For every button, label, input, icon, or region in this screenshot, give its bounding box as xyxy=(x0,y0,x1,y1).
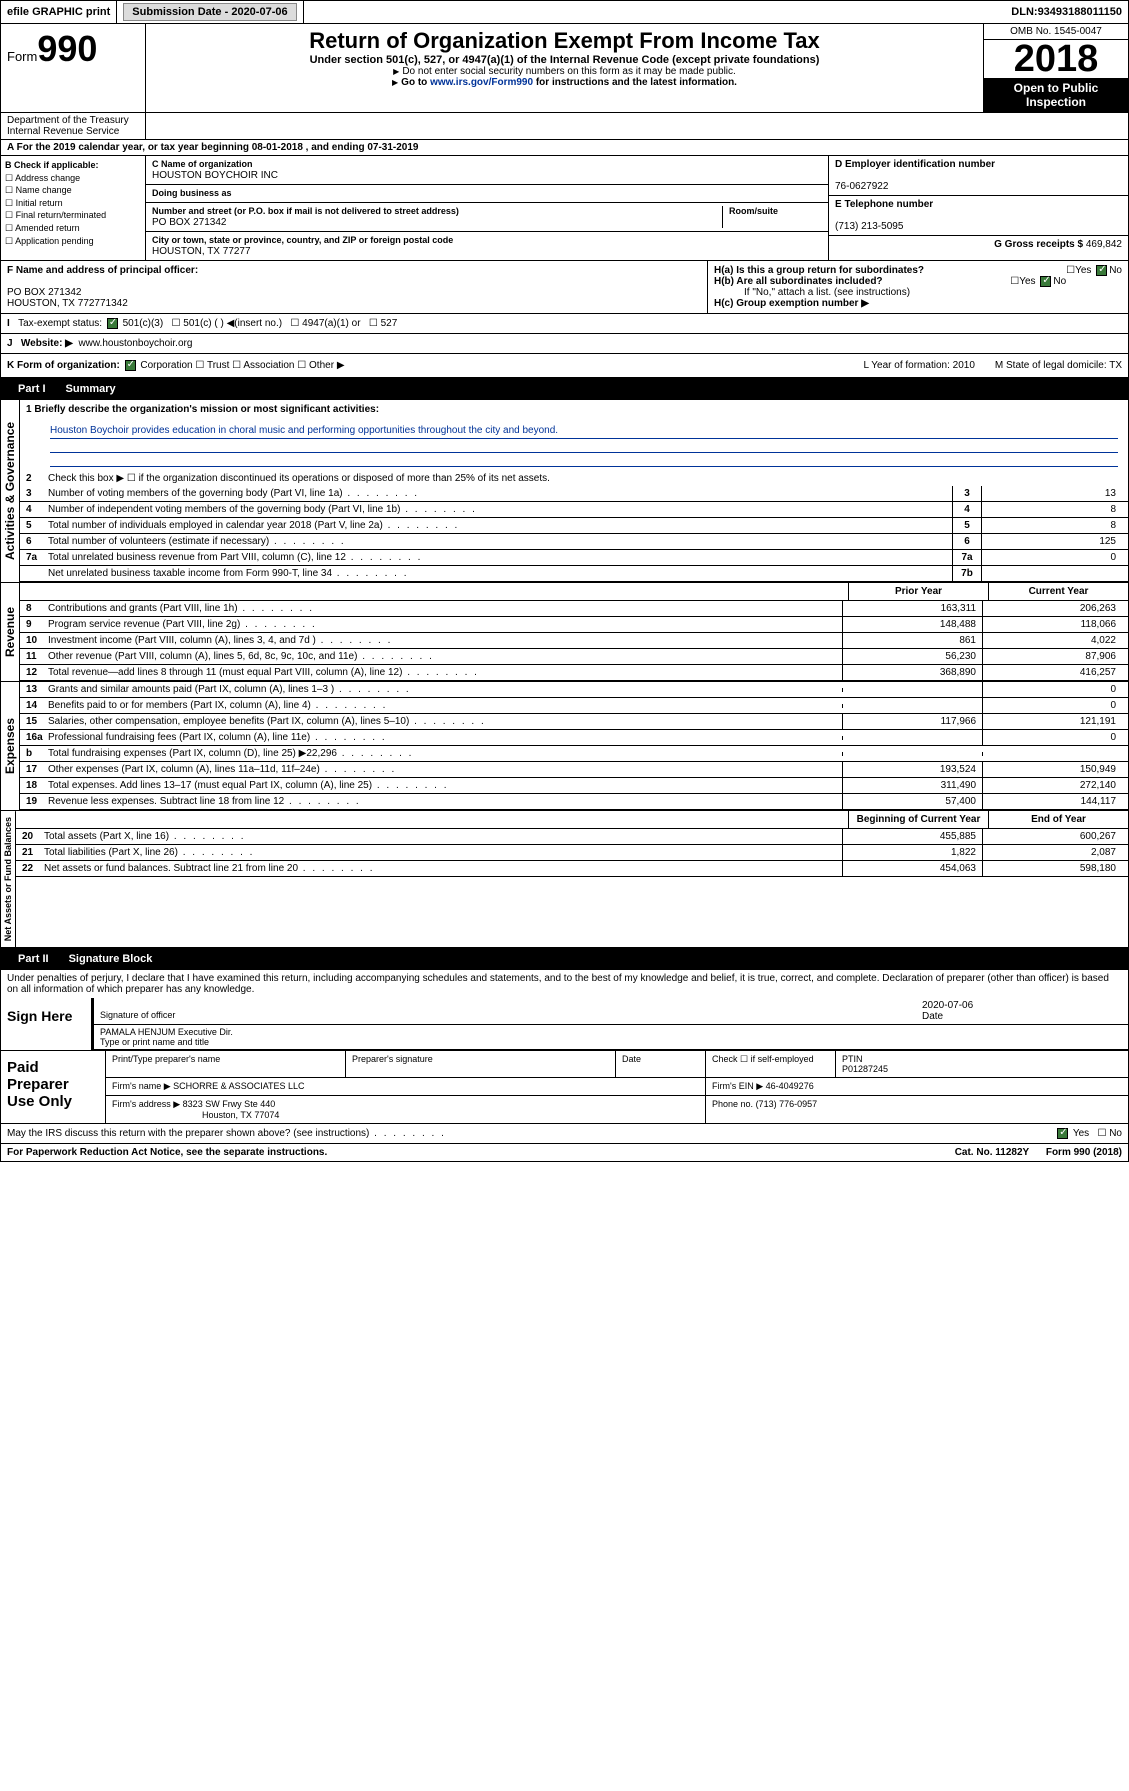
subtitle: Under section 501(c), 527, or 4947(a)(1)… xyxy=(150,54,979,66)
section-k: K Form of organization: Corporation ☐ Tr… xyxy=(0,354,1129,378)
mission: Houston Boychoir provides education in c… xyxy=(20,419,1128,471)
note-goto: Go to www.irs.gov/Form990 for instructio… xyxy=(150,77,979,88)
open-inspection: Open to Public Inspection xyxy=(984,78,1128,112)
note-ssn: Do not enter social security numbers on … xyxy=(150,66,979,77)
submission-date: Submission Date - 2020-07-06 xyxy=(117,1,303,23)
section-j: J Website: ▶ www.houstonboychoir.org xyxy=(0,334,1129,354)
b-right: D Employer identification number76-06279… xyxy=(828,156,1128,260)
part1-body: Activities & Governance 1 Briefly descri… xyxy=(0,400,1129,583)
part1-netassets: Net Assets or Fund Balances Beginning of… xyxy=(0,811,1129,948)
footer: For Paperwork Reduction Act Notice, see … xyxy=(0,1144,1129,1162)
form-number: Form990 xyxy=(1,24,146,112)
dln: DLN: 93493188011150 xyxy=(1005,1,1128,23)
discuss-line: May the IRS discuss this return with the… xyxy=(1,1123,1128,1143)
state-domicile: M State of legal domicile: TX xyxy=(995,360,1122,371)
penalty-text: Under penalties of perjury, I declare th… xyxy=(1,970,1128,998)
title-block: Return of Organization Exempt From Incom… xyxy=(146,24,983,112)
part1-header: Part ISummary xyxy=(0,378,1129,400)
subdate-btn[interactable]: Submission Date - 2020-07-06 xyxy=(123,3,296,21)
b-checkboxes: B Check if applicable: ☐ Address change … xyxy=(1,156,146,260)
vlabel-gov: Activities & Governance xyxy=(1,400,20,582)
sign-here: Sign Here xyxy=(1,998,81,1050)
section-i: I Tax-exempt status: 501(c)(3) ☐ 501(c) … xyxy=(0,314,1129,334)
part1-expenses: Expenses 13Grants and similar amounts pa… xyxy=(0,682,1129,811)
b-middle: C Name of organizationHOUSTON BOYCHOIR I… xyxy=(146,156,828,260)
vlabel-exp: Expenses xyxy=(1,682,20,810)
tax-year: 2018 xyxy=(984,40,1128,78)
part1-revenue: Revenue Prior YearCurrent Year 8Contribu… xyxy=(0,583,1129,682)
vlabel-net: Net Assets or Fund Balances xyxy=(1,811,16,947)
efile-label: efile GRAPHIC print xyxy=(1,1,117,23)
header: Form990 Return of Organization Exempt Fr… xyxy=(0,24,1129,113)
signature-block: Under penalties of perjury, I declare th… xyxy=(0,970,1129,1144)
vlabel-rev: Revenue xyxy=(1,583,20,681)
form-title: Return of Organization Exempt From Incom… xyxy=(150,28,979,54)
topbar: efile GRAPHIC print Submission Date - 20… xyxy=(0,0,1129,24)
dept-treasury: Department of the Treasury Internal Reve… xyxy=(1,113,146,139)
section-f-h: F Name and address of principal officer:… xyxy=(0,261,1129,314)
paid-preparer: Paid Preparer Use Only xyxy=(1,1051,106,1123)
irs-link[interactable]: www.irs.gov/Form990 xyxy=(430,77,533,88)
dept-row: Department of the Treasury Internal Reve… xyxy=(0,113,1129,140)
section-b-to-g: B Check if applicable: ☐ Address change … xyxy=(0,156,1129,261)
goto-spacer xyxy=(146,113,1128,139)
year-formation: L Year of formation: 2010 xyxy=(864,360,975,371)
period-line: A For the 2019 calendar year, or tax yea… xyxy=(0,140,1129,156)
part2-header: Part IISignature Block xyxy=(0,948,1129,970)
year-box: OMB No. 1545-0047 2018 Open to Public In… xyxy=(983,24,1128,112)
